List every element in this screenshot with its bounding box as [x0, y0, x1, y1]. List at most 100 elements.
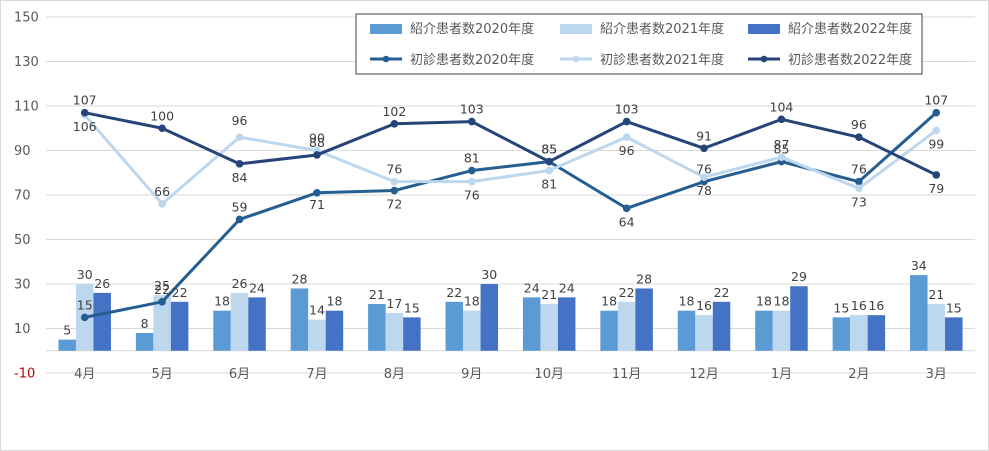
line-data-label: 107	[73, 93, 97, 108]
bar	[867, 315, 886, 351]
line-data-label: 22	[154, 282, 170, 297]
line-point	[622, 117, 631, 126]
x-axis: 4月 5月 6月 7月 8月 9月 10月 11月 12月 1月 2月 3月	[46, 350, 975, 382]
line-point	[932, 171, 941, 179]
line-point	[855, 133, 863, 141]
bar	[325, 310, 344, 351]
line-data-label: 76	[386, 162, 402, 177]
line-data-label: 96	[619, 143, 635, 158]
bar-data-label: 15	[404, 300, 420, 315]
series-line	[84, 111, 938, 319]
bar	[308, 319, 326, 351]
legend-marker	[760, 55, 768, 63]
bar	[635, 288, 653, 351]
bar	[170, 301, 189, 351]
line-point	[545, 157, 554, 166]
bar-data-label: 30	[77, 267, 93, 282]
bar-data-label: 28	[292, 271, 308, 286]
line-point	[235, 133, 244, 141]
bar	[445, 301, 464, 351]
bar-data-label: 22	[714, 285, 730, 300]
bar	[557, 297, 576, 351]
line-point	[313, 151, 321, 159]
y-tick-label: 150	[14, 11, 39, 26]
x-tick-label: 8月	[384, 367, 405, 382]
line-data-label: 81	[464, 151, 480, 166]
line-point	[545, 166, 554, 175]
line-data-label: 78	[696, 183, 712, 198]
x-tick-label: 1月	[771, 367, 792, 382]
line-data-label: 103	[615, 102, 639, 117]
line-point	[390, 177, 399, 186]
line-data-label: 15	[77, 297, 93, 312]
bar	[522, 297, 541, 351]
bar-data-label: 22	[446, 285, 462, 300]
bar	[368, 304, 386, 351]
line-data-label: 59	[232, 199, 248, 214]
y-tick-label: 30	[14, 278, 31, 293]
legend-marker	[382, 55, 390, 63]
legend-label: 初診患者数2022年度	[788, 52, 912, 68]
line-data-label: 100	[150, 108, 174, 123]
series-line	[84, 111, 937, 177]
legend-swatch	[370, 24, 402, 34]
bar-data-label: 15	[833, 300, 849, 315]
x-tick-label: 3月	[926, 367, 947, 382]
x-tick-label: 11月	[612, 367, 642, 382]
line-data-label: 96	[851, 117, 867, 132]
legend-box	[355, 13, 923, 75]
legend-label: 紹介患者数2020年度	[410, 21, 534, 37]
line-point	[80, 108, 89, 117]
line-point	[855, 177, 863, 186]
line-data-label: 104	[770, 99, 794, 114]
line-data-label: 96	[232, 113, 248, 128]
x-tick-label: 5月	[151, 367, 172, 382]
x-tick-label: 7月	[306, 367, 327, 382]
x-tick-label: 2月	[848, 367, 869, 382]
bar-data-label: 18	[601, 294, 617, 309]
line-point	[622, 133, 631, 141]
line-data-label: 103	[460, 102, 484, 117]
y-tick-label: 70	[14, 189, 31, 204]
legend-label: 紹介患者数2021年度	[600, 21, 724, 37]
bar-data-label: 24	[524, 280, 540, 295]
line-point	[700, 173, 708, 181]
bar	[230, 292, 249, 351]
bar	[927, 304, 946, 351]
bar-data-label: 16	[696, 298, 712, 313]
line-point	[313, 188, 321, 197]
bar-data-label: 26	[94, 276, 110, 291]
bar-data-label: 18	[327, 294, 343, 309]
line-data-label: 64	[619, 214, 635, 229]
bar	[755, 310, 773, 351]
bar	[463, 310, 481, 351]
line-series-group	[80, 108, 941, 322]
line-point	[80, 313, 89, 322]
line-data-label: 107	[924, 93, 948, 108]
line-data-label: 85	[774, 142, 790, 157]
line-data-label: 71	[309, 197, 325, 212]
line-point	[855, 184, 863, 193]
line-point	[700, 144, 708, 153]
bar	[385, 312, 404, 351]
bar	[58, 339, 76, 351]
x-tick-label: 6月	[229, 367, 250, 382]
bar	[93, 292, 111, 351]
bar	[790, 286, 808, 351]
bar-data-label: 18	[679, 294, 695, 309]
y-tick-label: -10	[14, 367, 35, 382]
line-data-label: 76	[851, 162, 867, 177]
bar-data-label: 30	[481, 267, 497, 282]
line-data-label: 85	[541, 142, 557, 157]
x-tick-label: 4月	[74, 367, 95, 382]
bar	[480, 284, 499, 351]
bar-data-label: 5	[63, 323, 71, 338]
line-data-label: 76	[464, 188, 480, 203]
line-data-label: 88	[309, 135, 325, 150]
x-tick-label: 9月	[461, 367, 482, 382]
bar-data-label: 18	[464, 294, 480, 309]
line-point	[932, 126, 941, 135]
